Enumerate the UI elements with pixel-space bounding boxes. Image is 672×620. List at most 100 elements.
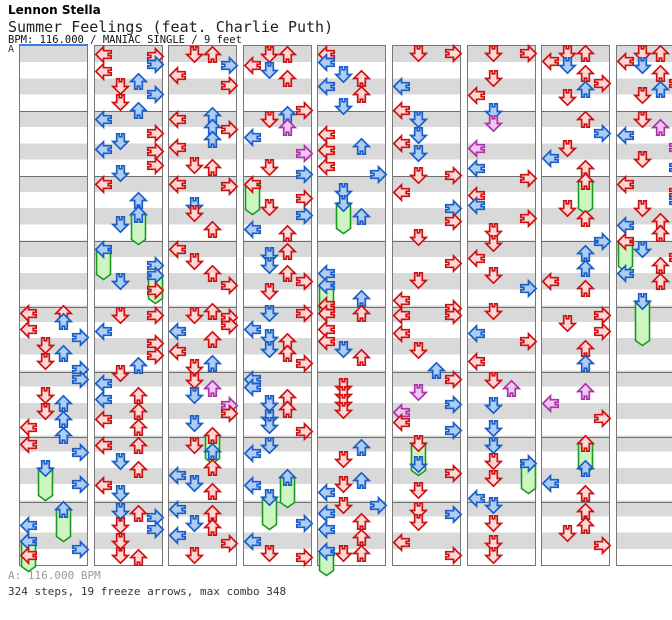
- arrow-up-icon: [128, 356, 149, 375]
- measure-divider: [20, 502, 87, 503]
- arrow-right-icon: [444, 463, 463, 484]
- arrow-down-icon: [408, 455, 429, 474]
- arrow-left-icon: [94, 139, 113, 160]
- arrow-left-icon: [94, 475, 113, 496]
- arrow-up-icon: [575, 484, 596, 503]
- arrow-left-icon: [392, 305, 411, 326]
- arrow-up-icon: [53, 410, 74, 429]
- arrow-up-icon: [277, 400, 298, 419]
- arrow-right-icon: [146, 84, 165, 105]
- arrow-down-icon: [35, 336, 56, 355]
- section-marker-label: A: [8, 44, 15, 55]
- arrow-down-icon: [408, 228, 429, 247]
- arrow-down-icon: [110, 516, 131, 535]
- arrow-down-icon: [110, 306, 131, 325]
- arrow-down-icon: [483, 419, 504, 438]
- arrow-left-icon: [243, 475, 262, 496]
- arrow-right-icon: [444, 420, 463, 441]
- freeze-arrow-up-icon: [277, 468, 298, 509]
- arrow-left-icon: [616, 174, 635, 195]
- arrow-right-icon: [220, 403, 239, 424]
- measure-divider: [20, 437, 87, 438]
- arrow-down-icon: [483, 546, 504, 565]
- measure-divider: [318, 502, 385, 503]
- measure-divider: [318, 437, 385, 438]
- arrow-down-icon: [110, 484, 131, 503]
- arrow-down-icon: [408, 513, 429, 532]
- arrow-left-icon: [94, 109, 113, 130]
- arrow-right-icon: [146, 155, 165, 176]
- measure-divider: [244, 307, 311, 308]
- arrow-left-icon: [168, 499, 187, 520]
- arrow-up-icon: [53, 312, 74, 331]
- arrow-down-icon: [184, 386, 205, 405]
- measure-divider: [617, 372, 672, 373]
- arrow-up-icon: [277, 224, 298, 243]
- arrow-down-icon: [259, 282, 280, 301]
- measure-divider: [468, 502, 535, 503]
- arrow-up-icon: [351, 512, 372, 531]
- arrow-left-icon: [392, 182, 411, 203]
- measure-divider: [393, 502, 460, 503]
- arrow-down-icon: [184, 474, 205, 493]
- measure-divider: [542, 111, 609, 112]
- arrow-right-icon: [444, 394, 463, 415]
- measure-divider: [393, 307, 460, 308]
- arrow-left-icon: [317, 519, 336, 540]
- freeze-arrow-left-icon: [94, 239, 113, 281]
- arrow-right-icon: [71, 442, 90, 463]
- measure-column: [616, 44, 672, 566]
- measure-divider: [318, 372, 385, 373]
- arrow-up-icon: [351, 289, 372, 308]
- arrow-left-icon: [392, 323, 411, 344]
- arrow-down-icon: [632, 199, 653, 218]
- arrow-up-icon: [650, 272, 671, 291]
- arrow-up-icon: [426, 361, 447, 380]
- arrow-down-icon: [110, 452, 131, 471]
- arrow-left-icon: [94, 44, 113, 65]
- arrow-down-icon: [557, 199, 578, 218]
- arrow-down-icon: [110, 93, 131, 112]
- arrow-right-icon: [295, 164, 314, 185]
- arrow-up-icon: [351, 438, 372, 457]
- measure-column: [541, 44, 612, 566]
- arrow-left-icon: [541, 473, 560, 494]
- arrow-down-icon: [408, 44, 429, 63]
- arrow-up-icon: [501, 379, 522, 398]
- arrow-right-icon: [593, 231, 612, 252]
- arrow-down-icon: [259, 45, 280, 64]
- arrow-down-icon: [259, 198, 280, 217]
- measure-divider: [20, 176, 87, 177]
- measure-divider: [542, 307, 609, 308]
- arrow-right-icon: [71, 539, 90, 560]
- arrow-down-icon: [483, 436, 504, 455]
- arrow-left-icon: [168, 137, 187, 158]
- measure-divider: [617, 502, 672, 503]
- measure-divider: [393, 241, 460, 242]
- arrow-left-icon: [616, 51, 635, 72]
- arrow-down-icon: [408, 341, 429, 360]
- arrow-up-icon: [128, 72, 149, 91]
- arrow-up-icon: [650, 44, 671, 63]
- arrow-down-icon: [259, 544, 280, 563]
- arrow-left-icon: [541, 51, 560, 72]
- arrow-right-icon: [444, 211, 463, 232]
- arrow-up-icon: [351, 137, 372, 156]
- arrow-left-icon: [19, 515, 38, 536]
- arrow-up-icon: [277, 69, 298, 88]
- arrow-down-icon: [483, 114, 504, 133]
- arrow-down-icon: [333, 97, 354, 116]
- arrow-down-icon: [259, 110, 280, 129]
- measure-divider: [468, 372, 535, 373]
- arrow-right-icon: [593, 305, 612, 326]
- arrow-up-icon: [575, 110, 596, 129]
- measure-divider: [244, 502, 311, 503]
- measure-divider: [542, 241, 609, 242]
- arrow-left-icon: [317, 503, 336, 524]
- arrow-down-icon: [483, 514, 504, 533]
- arrow-left-icon: [243, 55, 262, 76]
- arrow-down-icon: [408, 166, 429, 185]
- arrow-down-icon: [333, 450, 354, 469]
- arrow-down-icon: [557, 139, 578, 158]
